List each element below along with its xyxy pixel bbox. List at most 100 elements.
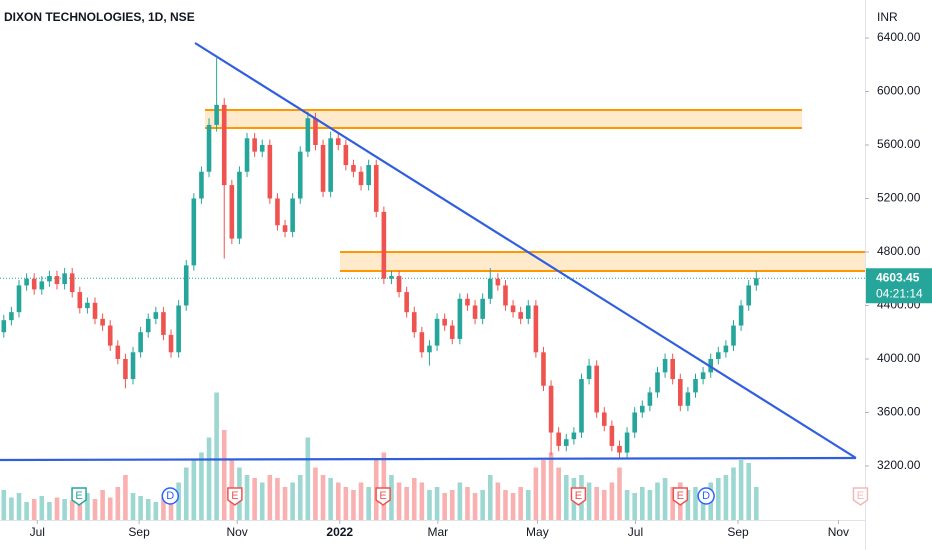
volume-bar bbox=[738, 460, 744, 520]
x-tick-label: Nov bbox=[828, 525, 849, 539]
candle-body bbox=[411, 312, 417, 333]
candle-body bbox=[655, 372, 660, 393]
volume-bar bbox=[313, 467, 318, 520]
currency-label: INR bbox=[877, 10, 898, 24]
volume-bar bbox=[191, 460, 197, 520]
last-price-box bbox=[866, 268, 932, 304]
last-price-label: 4603.45 bbox=[876, 270, 920, 284]
candle-body bbox=[419, 332, 425, 353]
candle-body bbox=[548, 385, 554, 433]
candle-body bbox=[343, 144, 349, 166]
volume-bar bbox=[282, 487, 288, 520]
candle-body bbox=[685, 392, 691, 406]
y-tick-label: 3600.00 bbox=[877, 405, 921, 419]
volume-bar bbox=[138, 496, 143, 520]
candle-body bbox=[594, 365, 599, 413]
volume-bar bbox=[221, 430, 227, 520]
dividend-marker bbox=[697, 487, 715, 505]
candle-body bbox=[92, 302, 98, 319]
volume-bar bbox=[244, 475, 250, 520]
x-tick-label: Jul bbox=[628, 525, 643, 539]
volume-bar bbox=[343, 487, 349, 520]
event-label: E bbox=[75, 490, 82, 502]
volume-bar bbox=[419, 482, 425, 520]
volume-bar bbox=[449, 490, 455, 520]
candle-body bbox=[495, 278, 501, 286]
candle-body bbox=[214, 104, 219, 125]
volume-bar bbox=[199, 452, 204, 520]
candle-body bbox=[31, 278, 37, 290]
volume-bar bbox=[670, 487, 675, 520]
event-label: E bbox=[677, 490, 684, 502]
candle-body bbox=[328, 138, 333, 192]
volume-bar bbox=[297, 475, 303, 520]
candle-body bbox=[480, 298, 485, 319]
candle-body bbox=[518, 312, 523, 319]
volume-bar bbox=[267, 475, 273, 520]
volume-bar bbox=[176, 482, 181, 520]
candle-body bbox=[571, 432, 577, 440]
volume-bar bbox=[700, 493, 706, 520]
volume-bar bbox=[662, 478, 668, 520]
volume-bar bbox=[693, 487, 698, 520]
chart-title: DIXON TECHNOLOGIES, 1D, NSE bbox=[4, 10, 195, 24]
event-label: E bbox=[379, 490, 386, 502]
candle-body bbox=[472, 305, 478, 319]
candle-body bbox=[510, 305, 516, 313]
volume-bar bbox=[161, 497, 166, 520]
x-tick-label: Nov bbox=[226, 525, 247, 539]
volume-bar bbox=[609, 482, 615, 520]
candle-body bbox=[275, 198, 280, 226]
volume-bar bbox=[275, 478, 280, 520]
candle-body bbox=[700, 372, 706, 380]
candle-body bbox=[313, 118, 318, 145]
volume-bar bbox=[39, 496, 45, 520]
earnings-marker bbox=[375, 487, 391, 506]
resistance-zone bbox=[340, 252, 865, 271]
candle-body bbox=[579, 379, 584, 433]
volume-bar bbox=[525, 490, 531, 520]
candle-body bbox=[609, 425, 615, 446]
volume-bar bbox=[31, 499, 37, 520]
candle-body bbox=[62, 273, 67, 285]
candle-body bbox=[335, 138, 341, 145]
volume-bar bbox=[214, 392, 219, 520]
trendlines bbox=[0, 42, 857, 462]
candle-body bbox=[487, 278, 493, 299]
volume-bar bbox=[24, 502, 29, 520]
volume-bar bbox=[541, 460, 546, 520]
trendline bbox=[194, 42, 857, 459]
volume-bar bbox=[647, 490, 653, 520]
volume-bar bbox=[533, 467, 539, 520]
drawings bbox=[205, 109, 865, 272]
candle-body bbox=[69, 273, 75, 293]
candle-body bbox=[366, 165, 371, 186]
candle-body bbox=[168, 334, 174, 353]
candle-body bbox=[358, 171, 364, 186]
volume-bar bbox=[1, 490, 7, 520]
volume-bar bbox=[183, 467, 189, 520]
event-label: E bbox=[231, 490, 238, 502]
candle-body bbox=[54, 276, 60, 285]
volume-bar bbox=[16, 493, 22, 520]
candle-body bbox=[1, 320, 7, 333]
candle-body bbox=[107, 325, 113, 346]
event-label: D bbox=[702, 490, 710, 502]
volume-bar bbox=[655, 482, 660, 520]
candle-body bbox=[115, 345, 121, 359]
candle-body bbox=[191, 198, 197, 266]
candle-body bbox=[677, 379, 683, 406]
candle-body bbox=[161, 312, 166, 335]
y-tick-label: 3200.00 bbox=[877, 458, 921, 472]
volume-bar bbox=[77, 496, 83, 520]
volume-bar bbox=[601, 490, 607, 520]
volume-bar bbox=[442, 493, 447, 520]
candle-body bbox=[183, 265, 189, 306]
candle-body bbox=[449, 325, 455, 339]
candle-body bbox=[442, 318, 447, 326]
volume-bar bbox=[617, 467, 622, 520]
volume-bar bbox=[358, 482, 364, 520]
